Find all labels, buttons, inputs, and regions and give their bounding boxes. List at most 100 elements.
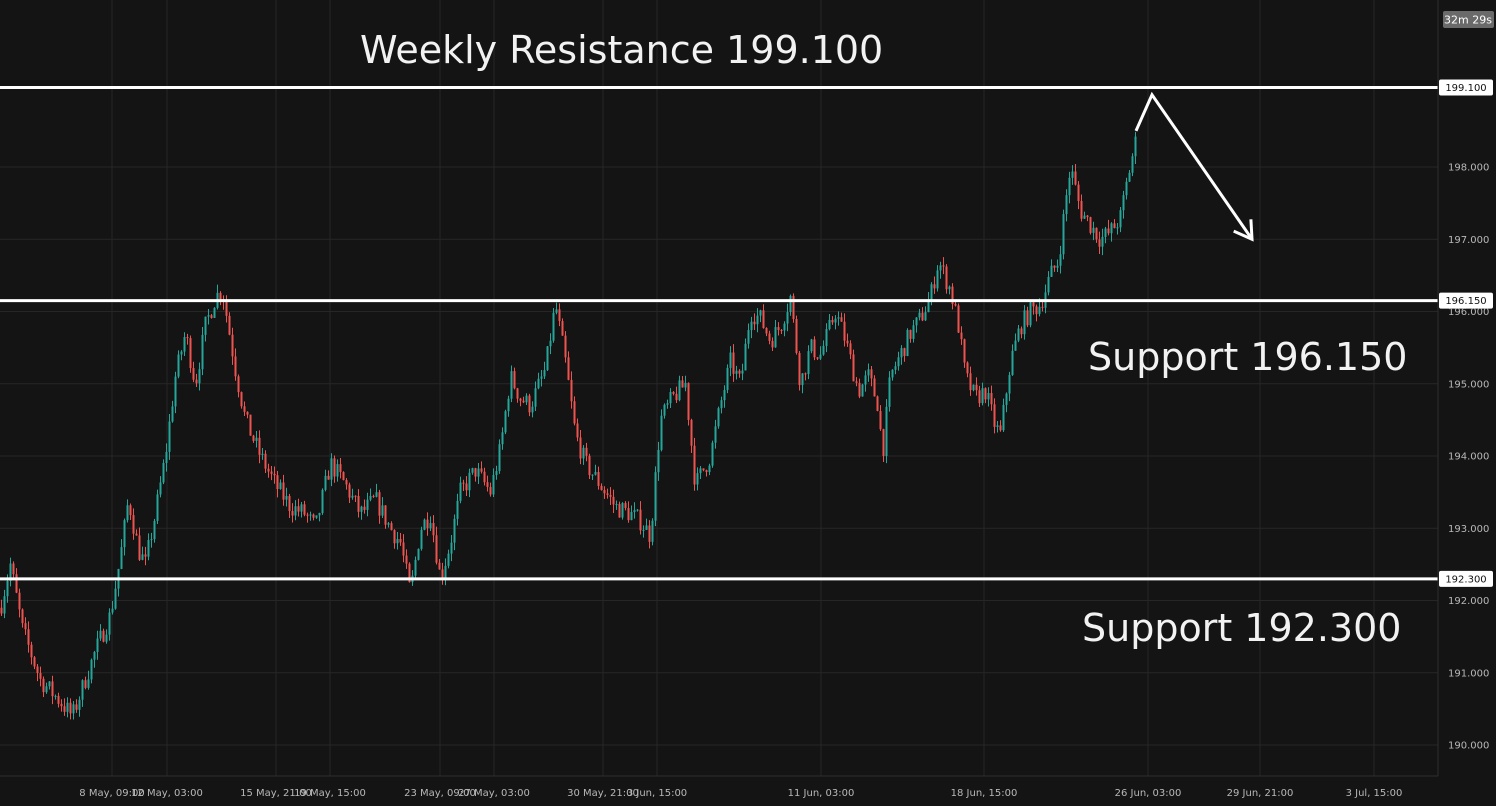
candle-body <box>687 382 690 420</box>
candle-body <box>315 515 318 518</box>
candle-body <box>99 630 102 639</box>
candle-body <box>297 506 300 512</box>
candle-body <box>771 340 774 348</box>
candle-body <box>945 266 948 290</box>
candle-body <box>51 681 54 697</box>
candle-body <box>102 630 105 642</box>
candle-body <box>1125 181 1128 196</box>
candle-body <box>567 357 570 380</box>
candle-body <box>1080 200 1083 219</box>
candle-body <box>156 494 159 521</box>
candle-body <box>1119 210 1122 228</box>
candle-body <box>864 375 867 385</box>
candle-body <box>471 468 474 473</box>
candle-body <box>369 495 372 500</box>
candle-body <box>501 432 504 445</box>
candle-body <box>1041 306 1044 308</box>
x-tick-label: 19 May, 15:00 <box>294 788 366 799</box>
candle-body <box>1056 265 1059 268</box>
countdown-timer: 32m 29s <box>1443 11 1494 28</box>
candle-body <box>729 352 732 368</box>
y-tick-label: 194.000 <box>1448 452 1489 463</box>
candle-body <box>207 315 210 317</box>
candle-body <box>330 458 333 480</box>
candle-body <box>18 592 21 610</box>
candle-body <box>495 471 498 476</box>
candle-body <box>909 329 912 339</box>
level-price-label: 196.150 <box>1445 296 1486 307</box>
candle-body <box>438 562 441 570</box>
price-axis[interactable]: 190.000 191.000 192.000 193.000 194.000 195.0… <box>1448 163 1489 752</box>
candle-body <box>921 312 924 321</box>
candle-body <box>825 329 828 346</box>
candle-body <box>801 373 804 386</box>
candle-body <box>954 304 957 306</box>
candle-body <box>1092 227 1095 233</box>
candle-body <box>150 539 153 541</box>
candle-body <box>804 373 807 375</box>
candle-body <box>195 379 198 384</box>
candle-body <box>741 370 744 374</box>
candle-body <box>162 463 165 483</box>
candle-body <box>21 609 24 624</box>
candle-body <box>408 563 411 583</box>
candle-body <box>123 520 126 548</box>
candle-body <box>681 380 684 388</box>
candle-body <box>1011 350 1014 376</box>
candle-body <box>579 437 582 459</box>
candle-body <box>348 484 351 498</box>
candle-body <box>819 354 822 359</box>
candle-body <box>243 406 246 412</box>
candle-body <box>435 535 438 563</box>
candle-body <box>1131 156 1134 173</box>
candle-body <box>450 542 453 554</box>
candle-body <box>303 504 306 515</box>
candle-body <box>351 495 354 498</box>
candle-body <box>384 505 387 525</box>
candle-body <box>456 500 459 519</box>
candle-body <box>780 329 783 331</box>
candle-body <box>810 339 813 352</box>
candle-body <box>63 706 66 712</box>
candle-body <box>885 406 888 457</box>
candle-body <box>876 396 879 411</box>
candle-body <box>153 520 156 540</box>
candle-body <box>960 332 963 340</box>
candle-body <box>300 504 303 512</box>
y-tick-label: 193.000 <box>1448 524 1489 535</box>
candle-body <box>666 403 669 405</box>
candle-body <box>930 284 933 301</box>
candle-body <box>852 354 855 382</box>
candle-body <box>387 523 390 525</box>
candle-body <box>447 553 450 566</box>
candle-body <box>1047 276 1050 293</box>
candle-body <box>816 357 819 359</box>
candle-body <box>135 533 138 536</box>
candle-body <box>513 371 516 389</box>
candle-body <box>732 352 735 374</box>
candle-body <box>546 346 549 371</box>
candle-body <box>999 425 1002 431</box>
candle-body <box>888 377 891 407</box>
candle-body <box>531 406 534 413</box>
y-tick-label: 196.000 <box>1448 307 1489 318</box>
candle-body <box>255 437 258 441</box>
candle-body <box>555 309 558 313</box>
candle-body <box>993 404 996 427</box>
candle-body <box>798 352 801 386</box>
candle-body <box>321 489 324 513</box>
y-tick-label: 191.000 <box>1448 668 1489 679</box>
candle-body <box>684 382 687 388</box>
candle-body <box>1089 217 1092 233</box>
candle-body <box>783 323 786 331</box>
candle-body <box>204 316 207 335</box>
x-tick-label: 3 Jul, 15:00 <box>1346 788 1403 799</box>
candle-body <box>906 329 909 357</box>
candle-body <box>468 472 471 491</box>
candle-body <box>672 392 675 394</box>
candle-body <box>933 284 936 289</box>
candle-body <box>210 315 213 318</box>
candle-body <box>87 679 90 688</box>
